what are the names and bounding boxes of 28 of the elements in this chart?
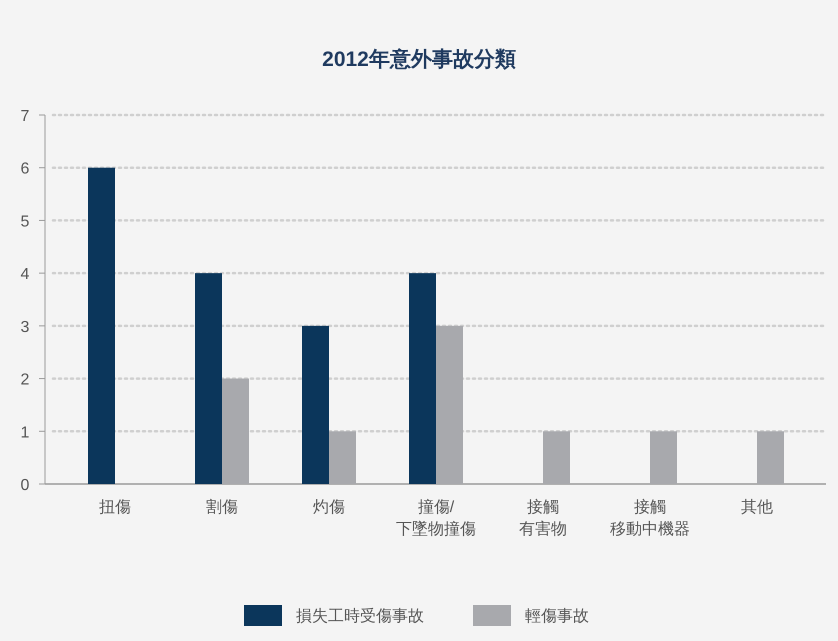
- x-tick-label: 接觸有害物: [519, 498, 567, 538]
- y-tick-label: 0: [20, 477, 30, 494]
- y-tick-label: 6: [20, 160, 30, 178]
- y-tick-label: 4: [20, 266, 30, 284]
- x-tick-label: 割傷: [206, 498, 238, 516]
- x-tick-label: 扭傷: [99, 499, 131, 516]
- bar: [88, 168, 115, 484]
- bar: [409, 273, 436, 484]
- y-tick-label: 1: [20, 424, 30, 442]
- bar: [302, 326, 329, 484]
- y-tick-label: 2: [20, 372, 30, 389]
- y-tick-label: 3: [20, 318, 30, 336]
- x-tick-label: 灼傷: [313, 499, 345, 516]
- x-tick-label: 接觸移動中機器: [610, 498, 690, 538]
- bar: [329, 431, 356, 484]
- bar: [543, 431, 570, 484]
- bar: [436, 326, 463, 484]
- bar: [757, 431, 784, 484]
- legend-label: 損失工時受傷事故: [296, 607, 424, 625]
- bar: [222, 378, 249, 484]
- y-tick-label: 5: [20, 213, 30, 230]
- x-tick-label: 其他: [741, 498, 773, 516]
- bar: [195, 273, 222, 484]
- chart-title: 2012年意外事故分類: [322, 47, 516, 71]
- bar: [650, 431, 677, 484]
- x-tick-label: 撞傷/下墜物撞傷: [396, 498, 476, 538]
- y-tick-label: 7: [20, 108, 30, 125]
- legend-label: 輕傷事故: [525, 607, 589, 625]
